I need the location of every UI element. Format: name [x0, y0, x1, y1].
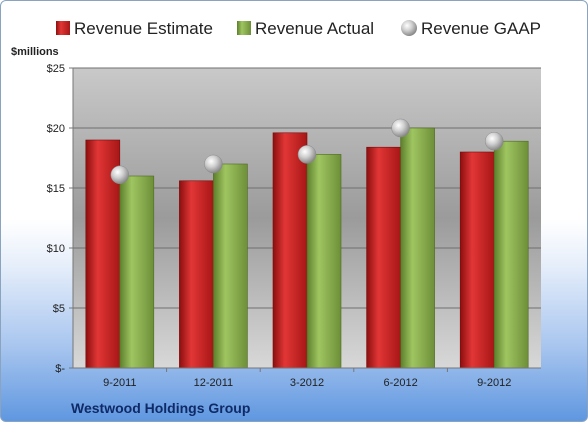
legend-swatch-revenue-actual — [237, 21, 251, 35]
y-axis-ticks: $- $5 $10 $15 $20 $25 — [47, 63, 73, 375]
bar-revenue-actual — [400, 127, 435, 369]
x-axis-ticks: 9-2011 12-2011 3-2012 6-2012 9-2012 — [103, 368, 511, 389]
bar-revenue-actual — [119, 175, 155, 369]
y-tick-label: $25 — [47, 63, 65, 75]
bar-revenue-estimate — [272, 132, 308, 369]
x-tick-label: 9-2011 — [103, 377, 136, 389]
legend-label-revenue-estimate: Revenue Estimate — [74, 19, 213, 38]
y-tick-label: $5 — [53, 303, 65, 315]
legend-label-revenue-gaap: Revenue GAAP — [421, 19, 541, 38]
y-tick-label: $- — [55, 363, 65, 375]
y-tick-label: $10 — [47, 243, 65, 255]
gaap-markers — [110, 118, 504, 185]
bars — [85, 127, 529, 369]
bar-revenue-actual — [213, 163, 248, 369]
marker-revenue-gaap — [204, 154, 223, 174]
y-tick-label: $20 — [47, 123, 65, 135]
legend-label-revenue-actual: Revenue Actual — [255, 19, 374, 38]
marker-revenue-gaap — [110, 165, 130, 185]
bar-revenue-actual — [306, 154, 342, 369]
y-tick-label: $15 — [47, 183, 65, 195]
x-tick-label: 9-2012 — [477, 377, 511, 389]
unit-label: $millions — [11, 46, 59, 58]
marker-revenue-gaap — [391, 118, 410, 138]
bar-revenue-estimate — [459, 151, 495, 369]
bar-revenue-estimate — [366, 146, 401, 369]
x-tick-label: 3-2012 — [290, 377, 324, 389]
x-tick-label: 6-2012 — [383, 377, 417, 389]
legend: Revenue Estimate Revenue Actual Revenue … — [56, 19, 541, 38]
legend-marker-revenue-gaap — [401, 20, 417, 36]
marker-revenue-gaap — [297, 145, 317, 164]
x-tick-label: 12-2011 — [194, 377, 234, 389]
marker-revenue-gaap — [484, 131, 504, 151]
bar-revenue-actual — [493, 140, 529, 369]
bar-revenue-estimate — [179, 180, 214, 369]
legend-swatch-revenue-estimate — [56, 21, 70, 35]
company-name: Westwood Holdings Group — [71, 400, 250, 416]
